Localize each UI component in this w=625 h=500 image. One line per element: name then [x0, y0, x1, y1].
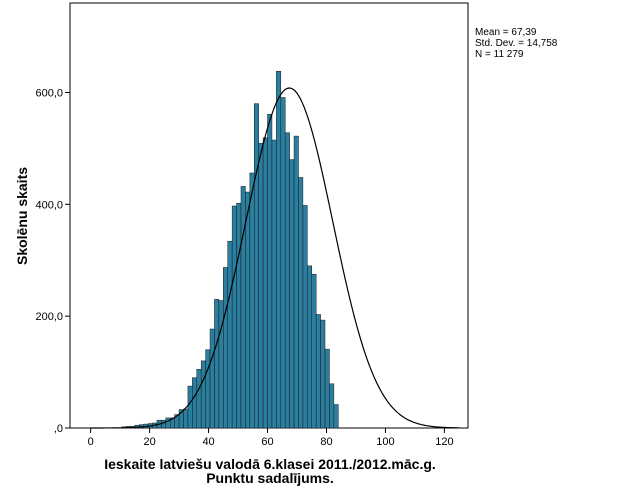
histogram-bar — [333, 404, 339, 429]
histogram-bar — [284, 132, 290, 429]
histogram-bars — [121, 70, 339, 429]
histogram-bar — [267, 114, 273, 429]
histogram-bar — [161, 419, 167, 429]
normal-curve — [90, 87, 460, 429]
x-tick-label: 120 — [435, 436, 453, 448]
histogram-bar — [271, 139, 277, 429]
histogram-bar — [262, 137, 268, 429]
histogram-bar — [302, 205, 308, 429]
x-axis-title-line2: Punktu sadalījums. — [206, 470, 334, 486]
histogram-bar — [205, 349, 211, 429]
x-axis-ticks: 0 20 40 60 80 100 120 — [88, 428, 454, 448]
y-tick-label: ,0 — [54, 423, 63, 435]
x-tick-label: 40 — [202, 436, 214, 448]
histogram-bar — [315, 314, 321, 429]
histogram-bar — [307, 265, 312, 429]
histogram-bar — [276, 70, 282, 429]
histogram-bar — [192, 377, 198, 429]
x-tick-label: 80 — [320, 436, 332, 448]
stats-n: N = 11 279 — [475, 49, 524, 60]
histogram-bar — [311, 273, 317, 429]
histogram-bar — [320, 319, 326, 429]
stats-mean: Mean = 67,39 — [475, 27, 537, 38]
histogram-bar — [324, 348, 330, 429]
histogram-bar — [254, 103, 259, 429]
histogram-bar — [227, 240, 233, 429]
histogram-bar — [231, 205, 237, 429]
histogram-bar — [187, 385, 193, 429]
x-tick-label: 60 — [261, 436, 273, 448]
histogram-bar — [258, 143, 264, 429]
histogram-bar — [293, 135, 299, 429]
y-axis-title: Skolēnu skaits — [14, 167, 30, 265]
y-tick-label: 400,0 — [35, 199, 63, 211]
histogram-bar — [218, 300, 224, 429]
x-axis-title: Ieskaite latviešu valodā 6.klasei 2011./… — [104, 456, 436, 472]
histogram-bar — [214, 299, 220, 429]
stats-std-dev: Std. Dev. = 14,758 — [475, 38, 558, 49]
x-tick-label: 0 — [88, 436, 94, 448]
histogram-bar — [200, 360, 206, 429]
histogram-bar — [223, 267, 228, 429]
histogram-bar — [245, 191, 251, 429]
histogram-bar — [289, 159, 295, 429]
histogram-bar — [209, 328, 215, 429]
y-tick-label: 600,0 — [35, 87, 63, 99]
histogram-bar — [298, 177, 304, 429]
x-tick-label: 20 — [143, 436, 155, 448]
histogram-bar — [329, 383, 335, 429]
histogram-bar — [183, 408, 189, 429]
histogram-bar — [196, 369, 202, 429]
histogram-bar — [249, 172, 255, 429]
y-axis-ticks: ,0 200,0 400,0 600,0 — [35, 87, 70, 435]
histogram-bar — [165, 417, 171, 429]
y-tick-label: 200,0 — [35, 311, 63, 323]
x-tick-label: 100 — [376, 436, 394, 448]
histogram-bar — [240, 186, 246, 429]
histogram-bar — [280, 97, 286, 429]
histogram-bar — [236, 202, 242, 429]
